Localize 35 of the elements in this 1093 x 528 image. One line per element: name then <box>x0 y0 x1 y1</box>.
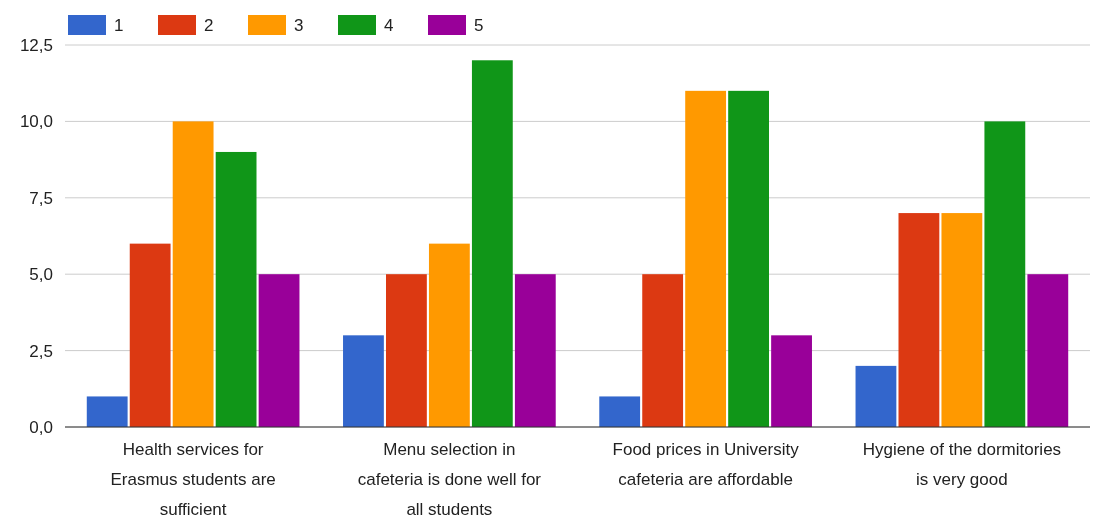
bar <box>471 60 513 427</box>
bar <box>599 396 641 427</box>
bar <box>728 90 769 427</box>
bar <box>898 213 940 427</box>
x-tick-label: Hygiene of the dormitories is very good <box>862 440 1062 489</box>
bar <box>215 151 257 427</box>
x-tick-label: Menu selection in cafeteria is done well for all students <box>357 440 542 519</box>
bar <box>386 274 427 427</box>
bar <box>428 243 470 427</box>
legend-label: 4 <box>384 15 394 35</box>
bar <box>129 243 171 427</box>
bar <box>1027 274 1069 427</box>
bar <box>86 396 128 427</box>
legend-label: 3 <box>294 15 304 35</box>
y-tick-label: 5,0 <box>29 265 53 285</box>
y-tick-label: 10,0 <box>19 112 53 132</box>
bar <box>258 274 300 427</box>
bar <box>771 335 812 427</box>
y-tick-label: 7,5 <box>29 188 53 208</box>
legend-label: 5 <box>474 15 484 35</box>
bar <box>343 335 384 427</box>
legend-label: 1 <box>114 15 124 35</box>
x-tick-label: Health services for Erasmus students are sufficient <box>110 440 276 519</box>
y-tick-label: 0,0 <box>29 417 53 437</box>
bar <box>855 365 897 427</box>
x-tick-label: Food prices in University cafeteria are affordable <box>612 440 800 489</box>
y-tick-label: 12,5 <box>19 35 53 55</box>
legend-label: 2 <box>204 15 214 35</box>
bar <box>172 121 214 427</box>
y-tick-label: 2,5 <box>29 341 53 361</box>
bar <box>514 274 556 427</box>
bar <box>685 90 727 427</box>
bar <box>941 213 983 427</box>
bar <box>984 121 1026 427</box>
bar <box>642 274 684 427</box>
